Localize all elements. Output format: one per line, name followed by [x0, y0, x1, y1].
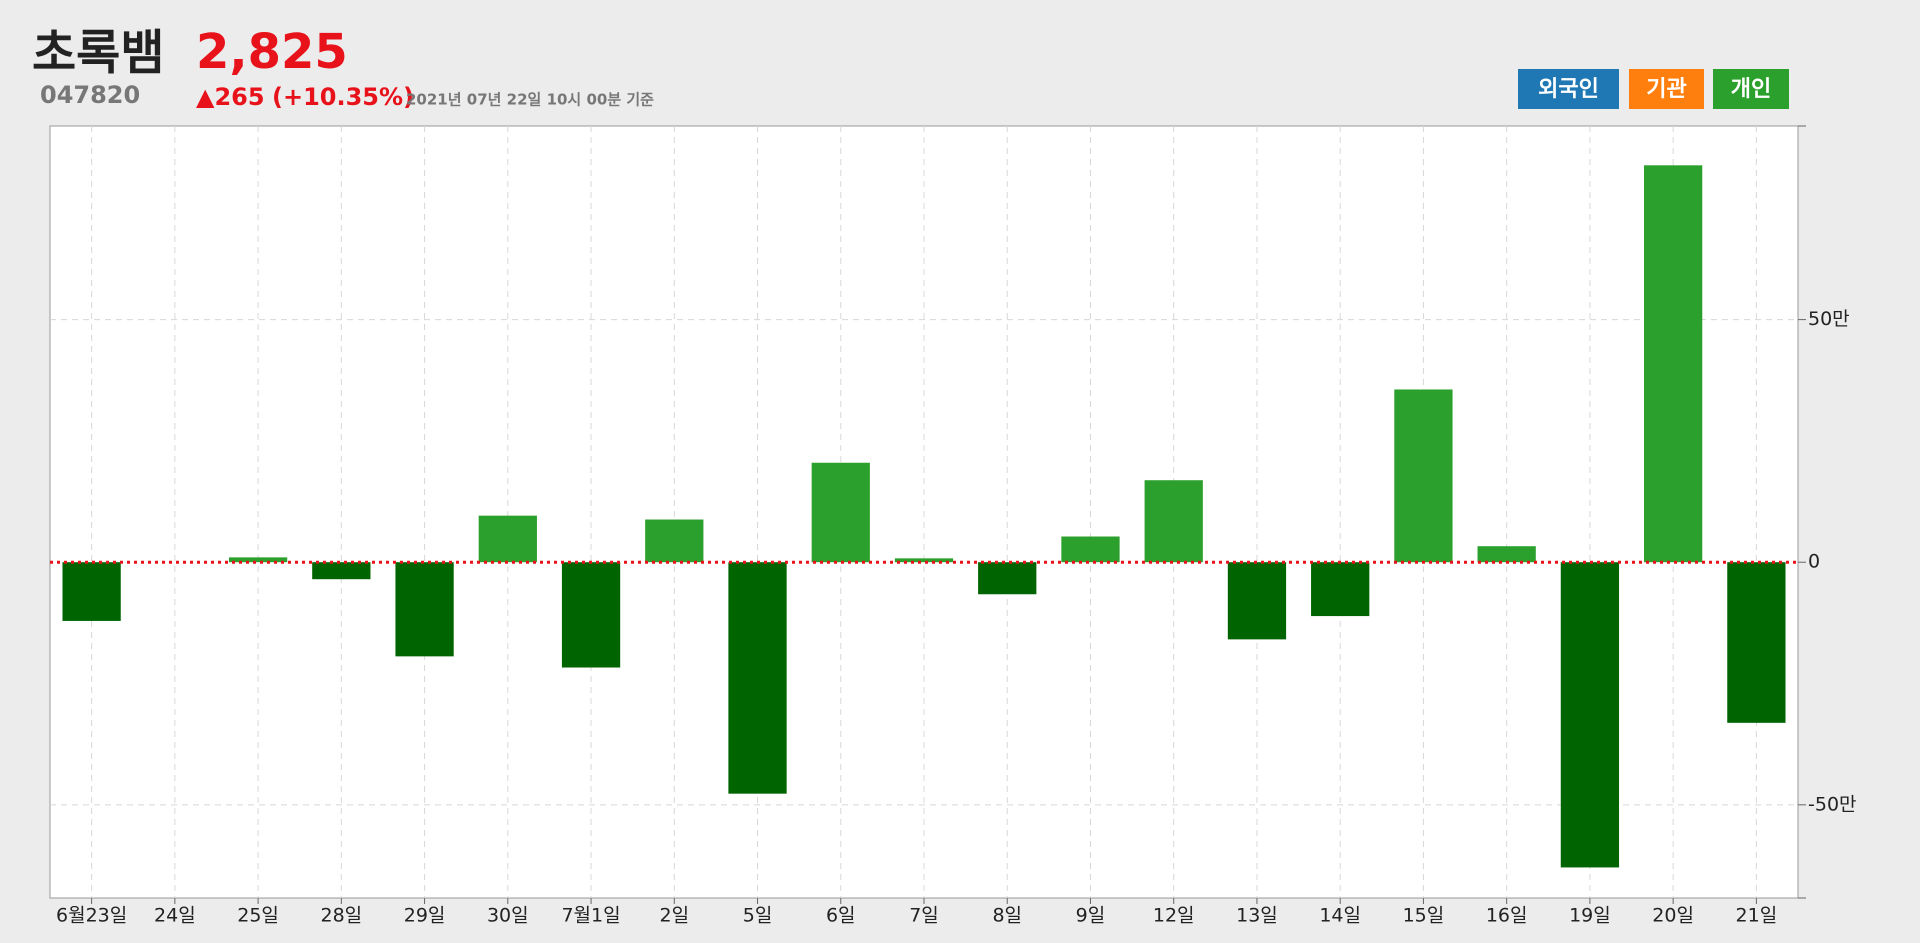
x-tick-label: 9일: [1076, 905, 1106, 927]
bar: [1227, 562, 1287, 640]
bar: [1644, 165, 1703, 563]
bar: [894, 558, 954, 563]
bar: [1560, 562, 1620, 868]
y-tick-label: 50만: [1808, 308, 1850, 330]
bar: [1311, 562, 1370, 617]
x-tick-label: 12일: [1153, 905, 1195, 927]
x-tick-label: 16일: [1486, 905, 1528, 927]
bar: [1394, 389, 1453, 563]
x-tick-label: 15일: [1403, 905, 1445, 927]
bar: [728, 562, 787, 794]
stock-name: 초록뱀: [32, 25, 164, 81]
bar: [62, 562, 121, 621]
bar: [645, 519, 704, 563]
x-tick-label: 30일: [487, 905, 529, 927]
price: 2,825: [196, 24, 348, 80]
x-tick-label: 13일: [1236, 905, 1278, 927]
x-tick-label: 21일: [1736, 905, 1778, 927]
bar: [1727, 562, 1786, 723]
x-tick-label: 5일: [743, 905, 773, 927]
x-tick-label: 28일: [320, 905, 362, 927]
bar: [1144, 480, 1203, 563]
x-tick-label: 25일: [237, 905, 279, 927]
bar: [478, 515, 537, 563]
x-tick-label: 24일: [154, 905, 196, 927]
bar: [395, 562, 454, 657]
x-tick-label: 29일: [404, 905, 446, 927]
bar: [811, 462, 870, 563]
change-pct: (+10.35%): [272, 83, 414, 111]
bar: [228, 557, 288, 563]
x-tick-label: 7일: [909, 905, 939, 927]
x-tick-label: 6일: [826, 905, 856, 927]
x-tick-label: 6월23일: [56, 905, 127, 927]
bar: [312, 562, 371, 580]
legend-button[interactable]: [1518, 69, 1619, 109]
timestamp: 2021년 07년 22일 10시 00분 기준: [406, 91, 654, 109]
x-tick-label: 2일: [659, 905, 689, 927]
x-tick-label: 8일: [992, 905, 1022, 927]
change: ▲265: [196, 83, 265, 111]
legend-button[interactable]: [1713, 69, 1789, 109]
bar: [978, 562, 1037, 595]
y-tick-label: 0: [1808, 551, 1820, 573]
y-tick-label: -50만: [1808, 793, 1857, 815]
x-tick-label: 7월1일: [561, 905, 620, 927]
x-tick-label: 14일: [1319, 905, 1361, 927]
legend-button-label[interactable]: 개인: [1731, 77, 1771, 102]
x-tick-label: 20일: [1652, 905, 1694, 927]
bar: [1477, 546, 1536, 563]
bar: [1061, 536, 1120, 563]
x-tick-label: 19일: [1569, 905, 1611, 927]
legend-button-label[interactable]: 기관: [1646, 77, 1686, 102]
legend-button-label[interactable]: 외국인: [1538, 77, 1599, 102]
legend-button[interactable]: [1629, 69, 1704, 109]
stock-code: 047820: [40, 81, 140, 109]
bar: [561, 562, 621, 668]
